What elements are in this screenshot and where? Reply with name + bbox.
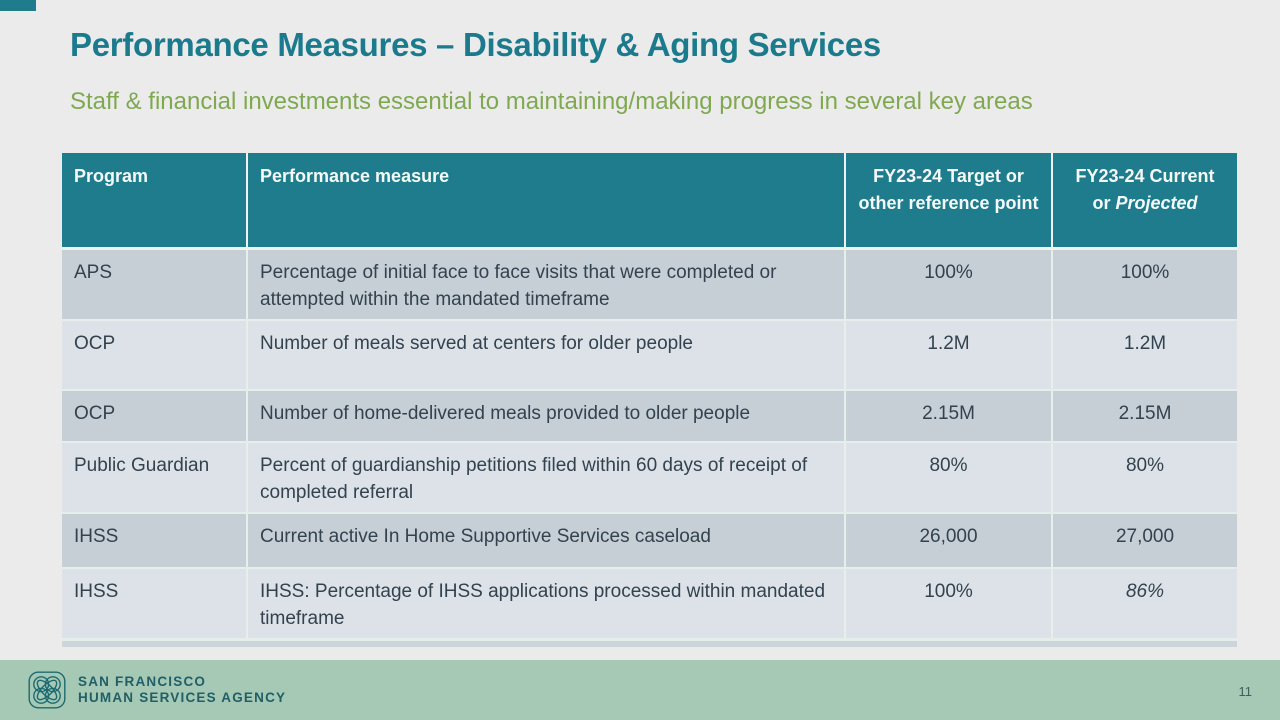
table-row: Public Guardian Percent of guardianship p… [62,441,1237,514]
current-cell: 86% [1052,567,1237,640]
program-cell: OCP [62,319,248,391]
current-cell: 1.2M [1052,319,1237,391]
header-current: FY23-24 Current or Projected [1052,153,1237,250]
org-name-line1: SAN FRANCISCO [78,674,207,689]
current-cell: 80% [1052,441,1237,514]
hsa-flower-logo-icon [28,671,66,709]
org-name-line2: HUMAN SERVICES AGENCY [78,690,287,705]
org-name: SAN FRANCISCO HUMAN SERVICES AGENCY [78,674,286,706]
measure-cell: Number of home-delivered meals provided … [247,389,846,443]
header-current-prefix: FY23-24 Current or [1075,166,1215,213]
page-title: Performance Measures – Disability & Agin… [70,26,881,63]
header-target: FY23-24 Target or other reference point [845,153,1053,250]
table-row: APS Percentage of initial face to face vi… [62,248,1237,321]
table-row: IHSS IHSS: Percentage of IHSS application… [62,567,1237,640]
program-cell: Public Guardian [62,441,248,514]
table-header-row: Program Performance measure FY23-24 Targ… [62,153,1237,250]
program-cell: OCP [62,389,248,443]
target-cell: 2.15M [845,389,1053,443]
footer-bar: SAN FRANCISCO HUMAN SERVICES AGENCY 11 [0,660,1280,720]
table-cutoff-row [62,639,1237,647]
page-subtitle: Staff & financial investments essential … [70,88,1033,115]
measure-cell: Percentage of initial face to face visit… [247,248,846,321]
target-cell: 80% [845,441,1053,514]
measure-cell: Number of meals served at centers for ol… [247,319,846,391]
header-measure: Performance measure [247,153,846,250]
measure-cell: Percent of guardianship petitions filed … [247,441,846,514]
table-row: OCP Number of meals served at centers for… [62,319,1237,391]
current-cell: 27,000 [1052,512,1237,569]
table-row: OCP Number of home-delivered meals provid… [62,389,1237,443]
header-current-italic: Projected [1115,193,1198,213]
program-cell: APS [62,248,248,321]
table-row: IHSS Current active In Home Supportive Se… [62,512,1237,569]
page-number: 11 [1238,684,1253,699]
current-cell: 2.15M [1052,389,1237,443]
measure-cell: IHSS: Percentage of IHSS applications pr… [247,567,846,640]
target-cell: 1.2M [845,319,1053,391]
target-cell: 100% [845,248,1053,321]
program-cell: IHSS [62,512,248,569]
header-program: Program [62,153,248,250]
performance-table: Program Performance measure FY23-24 Targ… [62,153,1237,647]
program-cell: IHSS [62,567,248,640]
target-cell: 26,000 [845,512,1053,569]
target-cell: 100% [845,567,1053,640]
current-cell: 100% [1052,248,1237,321]
corner-accent [0,0,36,11]
measure-cell: Current active In Home Supportive Servic… [247,512,846,569]
table-body: APS Percentage of initial face to face vi… [62,248,1237,640]
